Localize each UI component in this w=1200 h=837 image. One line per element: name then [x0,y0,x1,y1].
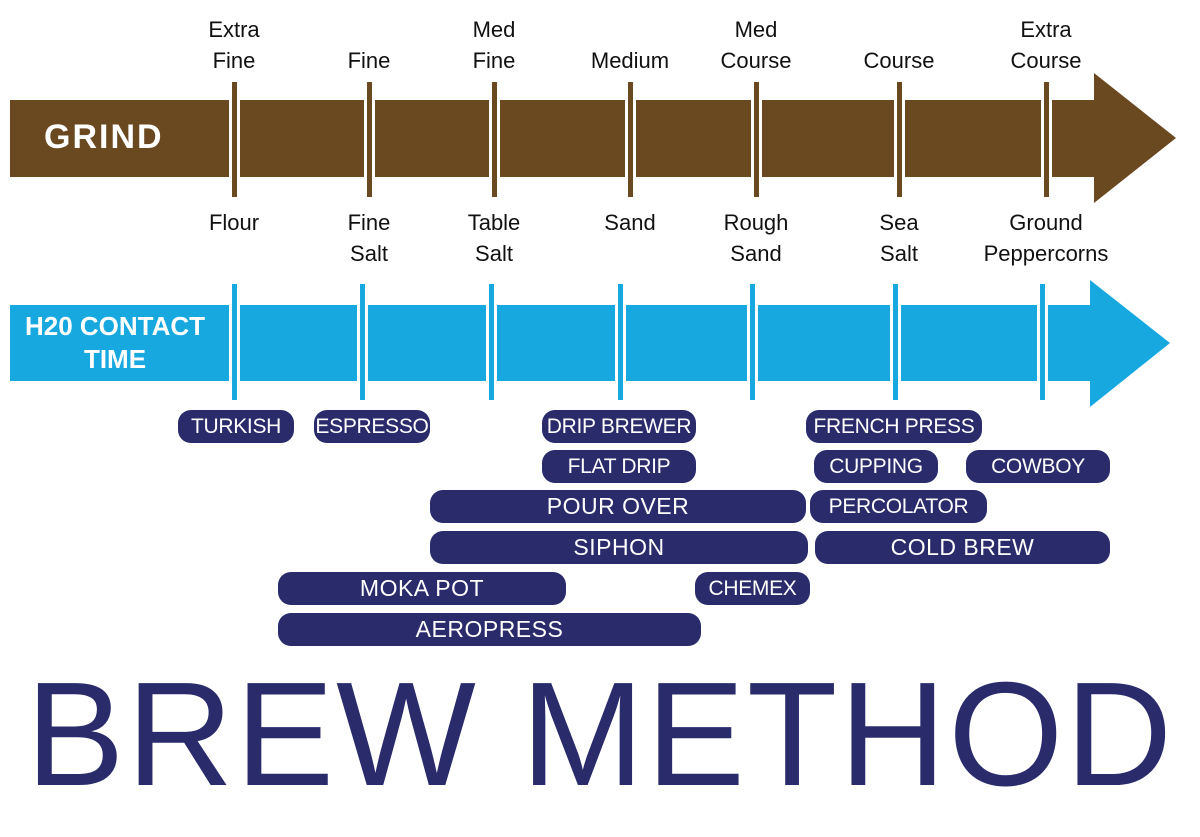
method-moka-pot: MOKA POT [278,572,566,605]
method-drip-brewer: DRIP BREWER [542,410,696,443]
grind-tick [894,82,905,197]
grind-tick [364,82,375,197]
grind-size-line1: Extra [208,17,260,42]
grind-label: GRIND [44,118,164,156]
grind-tick [229,82,240,197]
grind-size-line1: Med [734,17,778,42]
brew-method-title: BREW METHOD [25,652,1175,817]
method-turkish: TURKISH [178,410,294,443]
method-cowboy: COWBOY [966,450,1110,483]
grind-arrow-head [1094,73,1176,203]
grind-tick [625,82,636,197]
grind-size-label: Extra Course [966,14,1126,76]
method-chemex: CHEMEX [695,572,810,605]
method-siphon: SIPHON [430,531,808,564]
comparison-line1: Flour [208,210,260,235]
grind-size-line1 [819,14,979,45]
contact-time-arrow-head [1090,280,1170,407]
comparison-line2: Salt [475,241,513,266]
comparison-line2: Salt [880,241,918,266]
method-aeropress: AEROPRESS [278,613,701,646]
grind-size-label: Medium [550,14,710,76]
method-cold-brew: COLD BREW [815,531,1110,564]
grind-tick [489,82,500,197]
grind-comparison-label: Sand [550,207,710,238]
contact-time-label-line2: TIME [83,344,147,374]
grind-size-line2: Fine [212,48,256,73]
grind-size-label: Course [819,14,979,76]
contact-time-label: H20 CONTACT TIME [20,310,210,376]
contact-time-label-line1: H20 CONTACT [24,311,206,341]
grind-comparison-label: Ground Peppercorns [966,207,1126,269]
grind-size-line2: Fine [472,48,516,73]
grind-size-label: Fine [289,14,449,76]
comparison-line1: Sand [604,210,656,235]
method-flat-drip: FLAT DRIP [542,450,696,483]
comparison-line1: Table [467,210,521,235]
comparison-line2: Sand [730,241,782,266]
grind-size-line1: Med [472,17,516,42]
contact-tick [229,284,240,400]
grind-size-line1: Extra [1020,17,1072,42]
grind-comparison-label: Fine Salt [289,207,449,269]
contact-tick [1037,284,1048,400]
contact-tick [615,284,626,400]
grind-tick [751,82,762,197]
grind-size-line2: Fine [347,48,391,73]
contact-time-arrow [10,305,1096,381]
grind-comparison-label: Sea Salt [819,207,979,269]
method-cupping: CUPPING [814,450,938,483]
comparison-line2: Salt [350,241,388,266]
grind-size-line2: Course [720,48,792,73]
grind-arrow [10,100,1100,177]
grind-comparison-label: Rough Sand [676,207,836,269]
contact-tick [486,284,497,400]
comparison-line1: Fine [347,210,391,235]
method-pour-over: POUR OVER [430,490,806,523]
grind-size-line2: Medium [590,48,670,73]
grind-size-label: Extra Fine [154,14,314,76]
method-percolator: PERCOLATOR [810,490,987,523]
grind-comparison-label: Flour [154,207,314,238]
grind-size-line2: Course [1010,48,1082,73]
grind-size-label: Med Fine [414,14,574,76]
contact-tick [747,284,758,400]
method-french-press: FRENCH PRESS [806,410,982,443]
comparison-line2: Peppercorns [983,241,1109,266]
grind-comparison-label: Table Salt [414,207,574,269]
comparison-line1: Ground [1009,210,1083,235]
comparison-line1: Sea [879,210,919,235]
grind-tick [1041,82,1052,197]
contact-tick [357,284,368,400]
method-espresso: ESPRESSO [314,410,430,443]
grind-size-line2: Course [863,48,935,73]
comparison-line1: Rough [723,210,789,235]
grind-size-label: Med Course [676,14,836,76]
contact-tick [890,284,901,400]
